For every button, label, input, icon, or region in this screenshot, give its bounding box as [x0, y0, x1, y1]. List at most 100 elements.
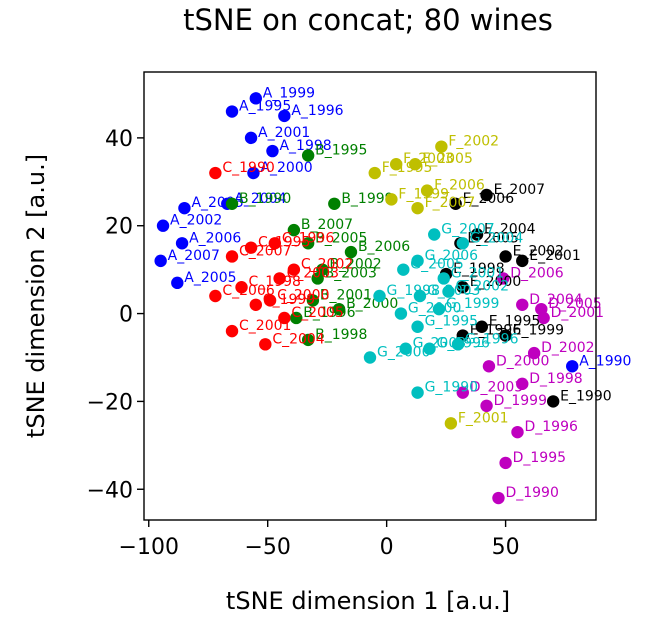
scatter-point: [301, 333, 315, 347]
point-label: C_1998: [249, 274, 301, 290]
point-label: A_1999: [263, 85, 315, 101]
x-axis-label: tSNE dimension 1 [a.u.]: [226, 587, 510, 615]
point-label: G_2005: [410, 257, 463, 273]
scatter-point: [394, 307, 408, 320]
point-label: A_1990: [579, 353, 631, 369]
scatter-point: [499, 250, 512, 263]
point-label: E_2000: [470, 274, 521, 290]
scatter-point: [385, 193, 398, 206]
scatter-point: [435, 140, 448, 153]
point-label: A_1995: [239, 99, 291, 115]
point-label: D_1999: [494, 393, 547, 409]
scatter-point: [259, 338, 272, 351]
point-label: E_1995: [489, 314, 540, 330]
scatter-point: [154, 254, 167, 268]
scatter-point: [511, 425, 524, 439]
scatter-point: [475, 320, 489, 333]
point-label: G_2003: [413, 336, 466, 352]
y-tick-label: 40: [105, 127, 133, 152]
scatter-point: [273, 272, 286, 285]
scatter-point: [175, 237, 189, 250]
scatter-point: [301, 149, 315, 162]
scatter-point: [178, 201, 191, 215]
scatter-point: [492, 491, 505, 505]
y-axis-label: tSNE dimension 2 [a.u.]: [22, 154, 50, 438]
point-label: D_2000: [496, 353, 549, 369]
point-label: E_1999: [513, 323, 564, 339]
point-label: A_2006: [189, 230, 241, 246]
point-label: F_2001: [458, 410, 509, 426]
scatter-point: [537, 311, 550, 325]
point-label: B_2002: [329, 257, 381, 273]
scatter-point: [247, 166, 260, 180]
point-label: D_1995: [513, 450, 566, 466]
point-label: C_2007: [239, 243, 291, 259]
point-label: C_2002: [301, 257, 353, 273]
point-label: G_1990: [425, 380, 478, 396]
point-label: G_2000: [408, 301, 461, 317]
scatter-point: [409, 158, 422, 171]
point-label: B_1990: [239, 191, 291, 207]
point-label: G_1999: [446, 296, 499, 312]
scatter-point: [527, 346, 541, 360]
scatter-point: [423, 342, 436, 355]
point-label: E_2007: [494, 182, 545, 198]
scatter-point: [449, 197, 462, 210]
point-label: C_1999: [263, 292, 315, 308]
scatter-point: [332, 302, 346, 316]
point-label: B_1996: [303, 305, 355, 321]
point-label: D_2003: [470, 380, 523, 396]
scatter-point: [344, 245, 358, 259]
scatter-point: [428, 228, 441, 241]
scatter-point: [413, 289, 427, 303]
point-label: C_2005: [291, 305, 343, 321]
scatter-point: [411, 320, 424, 333]
scatter-point: [411, 201, 424, 215]
point-label: C_2003: [287, 265, 339, 281]
scatter-point: [171, 276, 184, 290]
point-label: F_2002: [448, 134, 499, 150]
point-label: E_2001: [529, 248, 580, 264]
scatter-point: [456, 281, 469, 294]
scatter-point: [420, 184, 434, 197]
point-label: D_2005: [548, 296, 601, 312]
point-label: B_2005: [315, 230, 367, 246]
point-label: F_1999: [398, 186, 449, 202]
point-label: E_1998: [453, 261, 504, 277]
point-label: B_1998: [315, 327, 367, 343]
scatter-point: [249, 298, 263, 311]
point-label: D_2006: [510, 265, 564, 281]
y-tick-label: 20: [105, 215, 133, 240]
scatter-point: [225, 197, 239, 210]
scatter-point: [263, 294, 277, 307]
x-tick-label: −50: [244, 535, 290, 560]
point-label: C_2001: [239, 318, 291, 334]
point-label: G_2002: [456, 279, 509, 295]
point-label: C_1996: [282, 230, 334, 246]
point-label: B_2007: [301, 217, 353, 233]
point-label: E_2006: [463, 191, 515, 207]
x-tick-label: −100: [119, 535, 179, 560]
scatter-point: [209, 289, 222, 303]
scatter-point: [209, 166, 222, 180]
scatter-point: [516, 377, 529, 391]
scatter-point: [516, 298, 529, 311]
scatter-point: [516, 254, 529, 268]
y-tick-label: −40: [87, 478, 133, 503]
scatter-point: [546, 395, 560, 408]
point-label: E_2004: [484, 222, 536, 238]
scatter-point: [437, 272, 450, 285]
point-label: A_2000: [260, 160, 312, 176]
scatter-point: [266, 144, 279, 158]
point-label: E_2005: [467, 230, 518, 246]
scatter-point: [268, 237, 282, 250]
point-label: D_2001: [551, 305, 604, 321]
point-label: D_2002: [541, 340, 594, 356]
scatter-point: [497, 272, 510, 285]
scatter-point: [456, 386, 469, 399]
point-label: G_1995: [425, 314, 478, 330]
plot-frame: [143, 71, 597, 521]
scatter-point: [249, 92, 263, 105]
scatter-point: [373, 289, 386, 303]
